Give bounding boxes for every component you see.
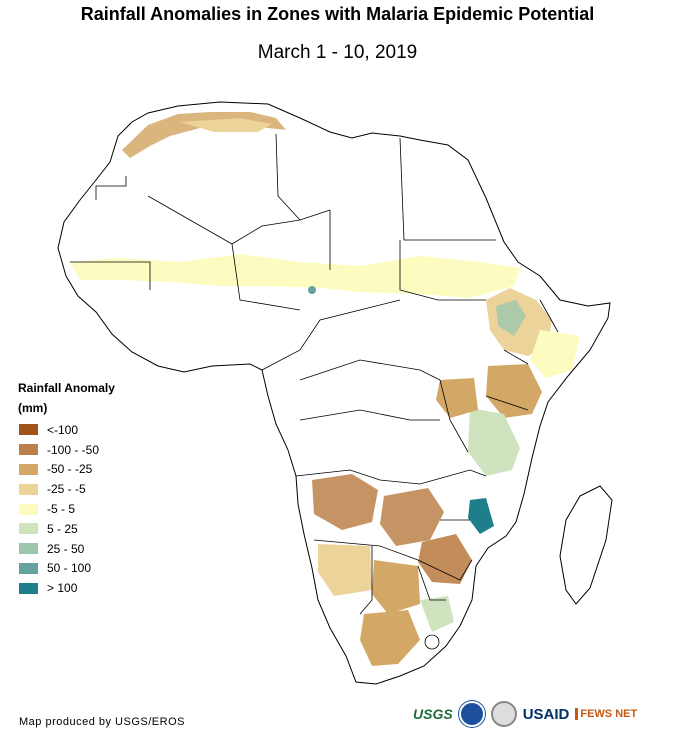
anomaly-tanzania <box>468 408 520 476</box>
anomaly-botswana <box>372 560 420 614</box>
legend-item: 50 - 100 <box>18 559 115 579</box>
legend-swatch <box>18 561 39 575</box>
legend-units: (mm) <box>18 401 48 415</box>
legend-item: 5 - 25 <box>18 519 115 539</box>
legend-label: -50 - -25 <box>47 462 93 477</box>
country-borders <box>70 133 559 615</box>
map-title: Rainfall Anomalies in Zones with Malaria… <box>80 4 595 24</box>
anomaly-angola <box>312 474 378 530</box>
legend-swatch <box>18 522 39 536</box>
legend-label: <-100 <box>47 422 79 437</box>
legend-label: -5 - 5 <box>47 502 76 517</box>
legend-label: 5 - 25 <box>47 521 78 536</box>
legend-swatch <box>18 542 39 556</box>
anomaly-somalia <box>530 330 580 378</box>
legend-item: -50 - -25 <box>18 460 115 480</box>
anomaly-zambia <box>380 488 444 546</box>
legend-item: -25 - -5 <box>18 479 115 499</box>
legend-label: -25 - -5 <box>47 482 86 497</box>
anomaly-south-africa-east <box>420 596 454 632</box>
noaa-seal-icon <box>458 701 485 727</box>
anomaly-uganda <box>436 378 478 418</box>
anomaly-sahel-wet-spot <box>308 286 316 294</box>
anomaly-south-africa <box>360 610 420 666</box>
anomaly-malawi-wet <box>468 498 494 534</box>
legend-item: -5 - 5 <box>18 499 115 519</box>
legend-title: Rainfall Anomaly <box>18 381 115 395</box>
legend-swatch <box>18 462 39 476</box>
legend-swatch <box>18 581 39 595</box>
legend-item: > 100 <box>18 578 115 598</box>
legend-items: <-100 -100 - -50 -50 - -25 -25 - -5 -5 - 5 5 … <box>18 420 115 598</box>
anomaly-kenya <box>486 364 542 418</box>
legend-item: <-100 <box>18 420 115 440</box>
legend-label: 25 - 50 <box>47 541 85 556</box>
legend-label: -100 - -50 <box>47 442 100 457</box>
legend-swatch <box>18 423 39 437</box>
usgs-logo: USGS <box>413 706 453 722</box>
map-credit: Map produced by USGS/EROS <box>19 716 185 728</box>
legend-swatch <box>18 482 39 496</box>
legend-swatch <box>18 502 39 516</box>
usaid-seal-icon <box>490 701 517 727</box>
legend-item: -100 - -50 <box>18 440 115 460</box>
lesotho-border <box>424 634 440 650</box>
anomaly-namibia <box>318 544 372 596</box>
logo-strip: USGS USAID FEWS NET <box>413 700 637 728</box>
anomaly-mozambique <box>418 534 472 584</box>
legend: Rainfall Anomaly (mm) <-100 -100 - -50 -50… <box>18 378 115 598</box>
legend-item: 25 - 50 <box>18 539 115 559</box>
africa-landmass <box>57 101 611 685</box>
fews-net-logo: FEWS NET <box>575 708 637 720</box>
legend-swatch <box>18 443 39 457</box>
legend-label: > 100 <box>47 581 78 596</box>
map-subtitle: March 1 - 10, 2019 <box>257 42 418 63</box>
usaid-logo: USAID <box>522 705 570 723</box>
madagascar <box>559 485 613 605</box>
anomaly-sahel-belt <box>70 254 520 298</box>
anomaly-ethiopia-wet <box>496 300 526 336</box>
anomaly-north-coast-light <box>180 118 272 132</box>
legend-label: 50 - 100 <box>47 561 92 576</box>
